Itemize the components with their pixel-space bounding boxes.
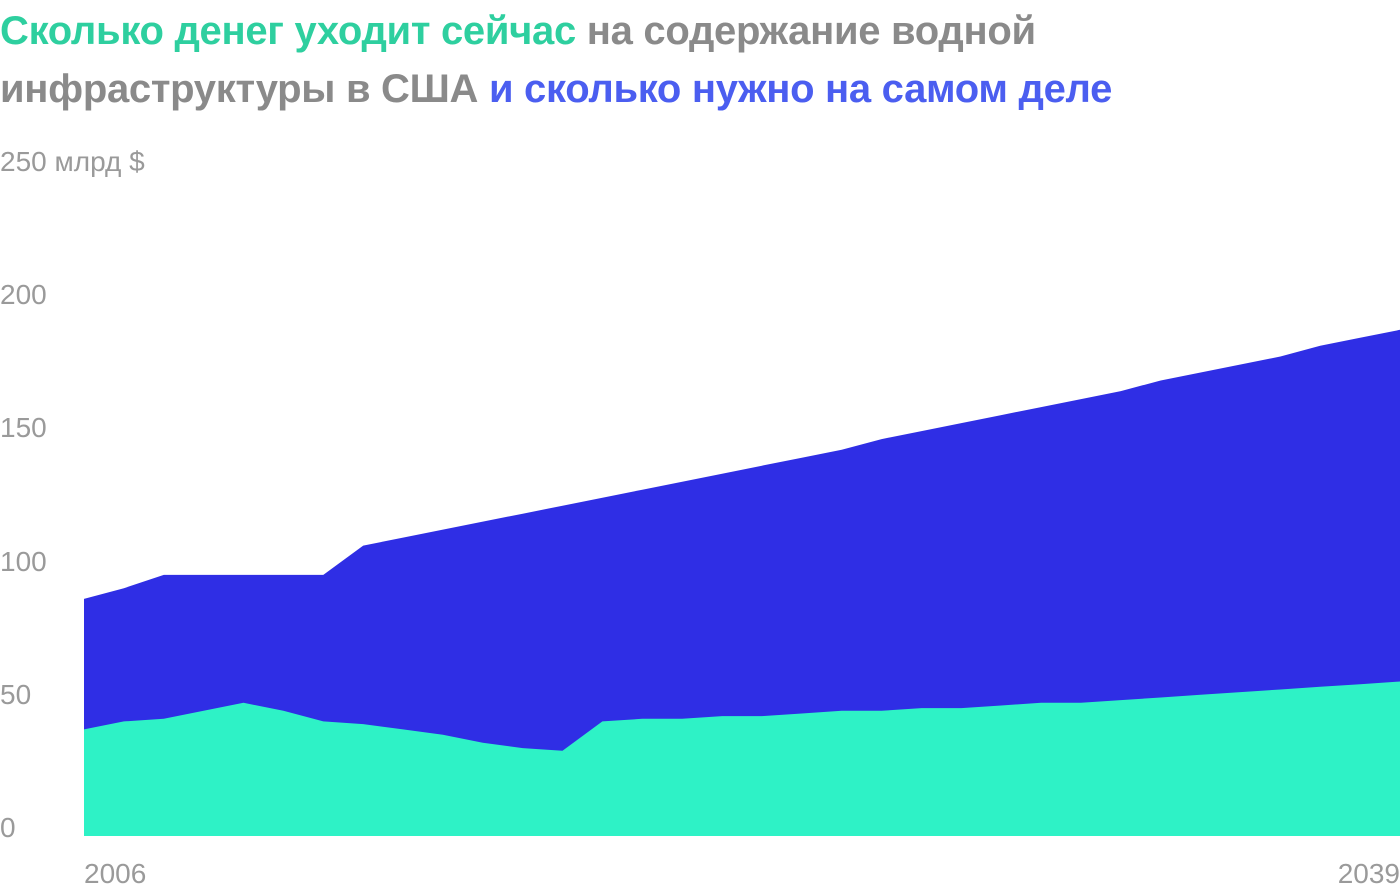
title-part-topic: на содержание водной инфраструктуры в СШ…	[0, 9, 1036, 111]
y-tick-label: 50	[0, 678, 32, 710]
y-tick-label: 150	[0, 412, 47, 444]
x-tick-label: 2039	[1337, 858, 1400, 889]
title-part-needed: и сколько нужно на самом деле	[488, 67, 1113, 111]
y-tick-label: 200	[0, 279, 47, 311]
x-tick-label: 2006	[84, 858, 147, 889]
area-current-series	[84, 681, 1400, 836]
y-tick-label: 0	[0, 812, 16, 843]
y-tick-label: 250 млрд $	[0, 146, 145, 177]
title-part-current: Сколько денег уходит сейчас	[0, 9, 576, 53]
y-tick-label: 100	[0, 545, 47, 577]
chart-title: Сколько денег уходит сейчас на содержани…	[0, 2, 1340, 118]
